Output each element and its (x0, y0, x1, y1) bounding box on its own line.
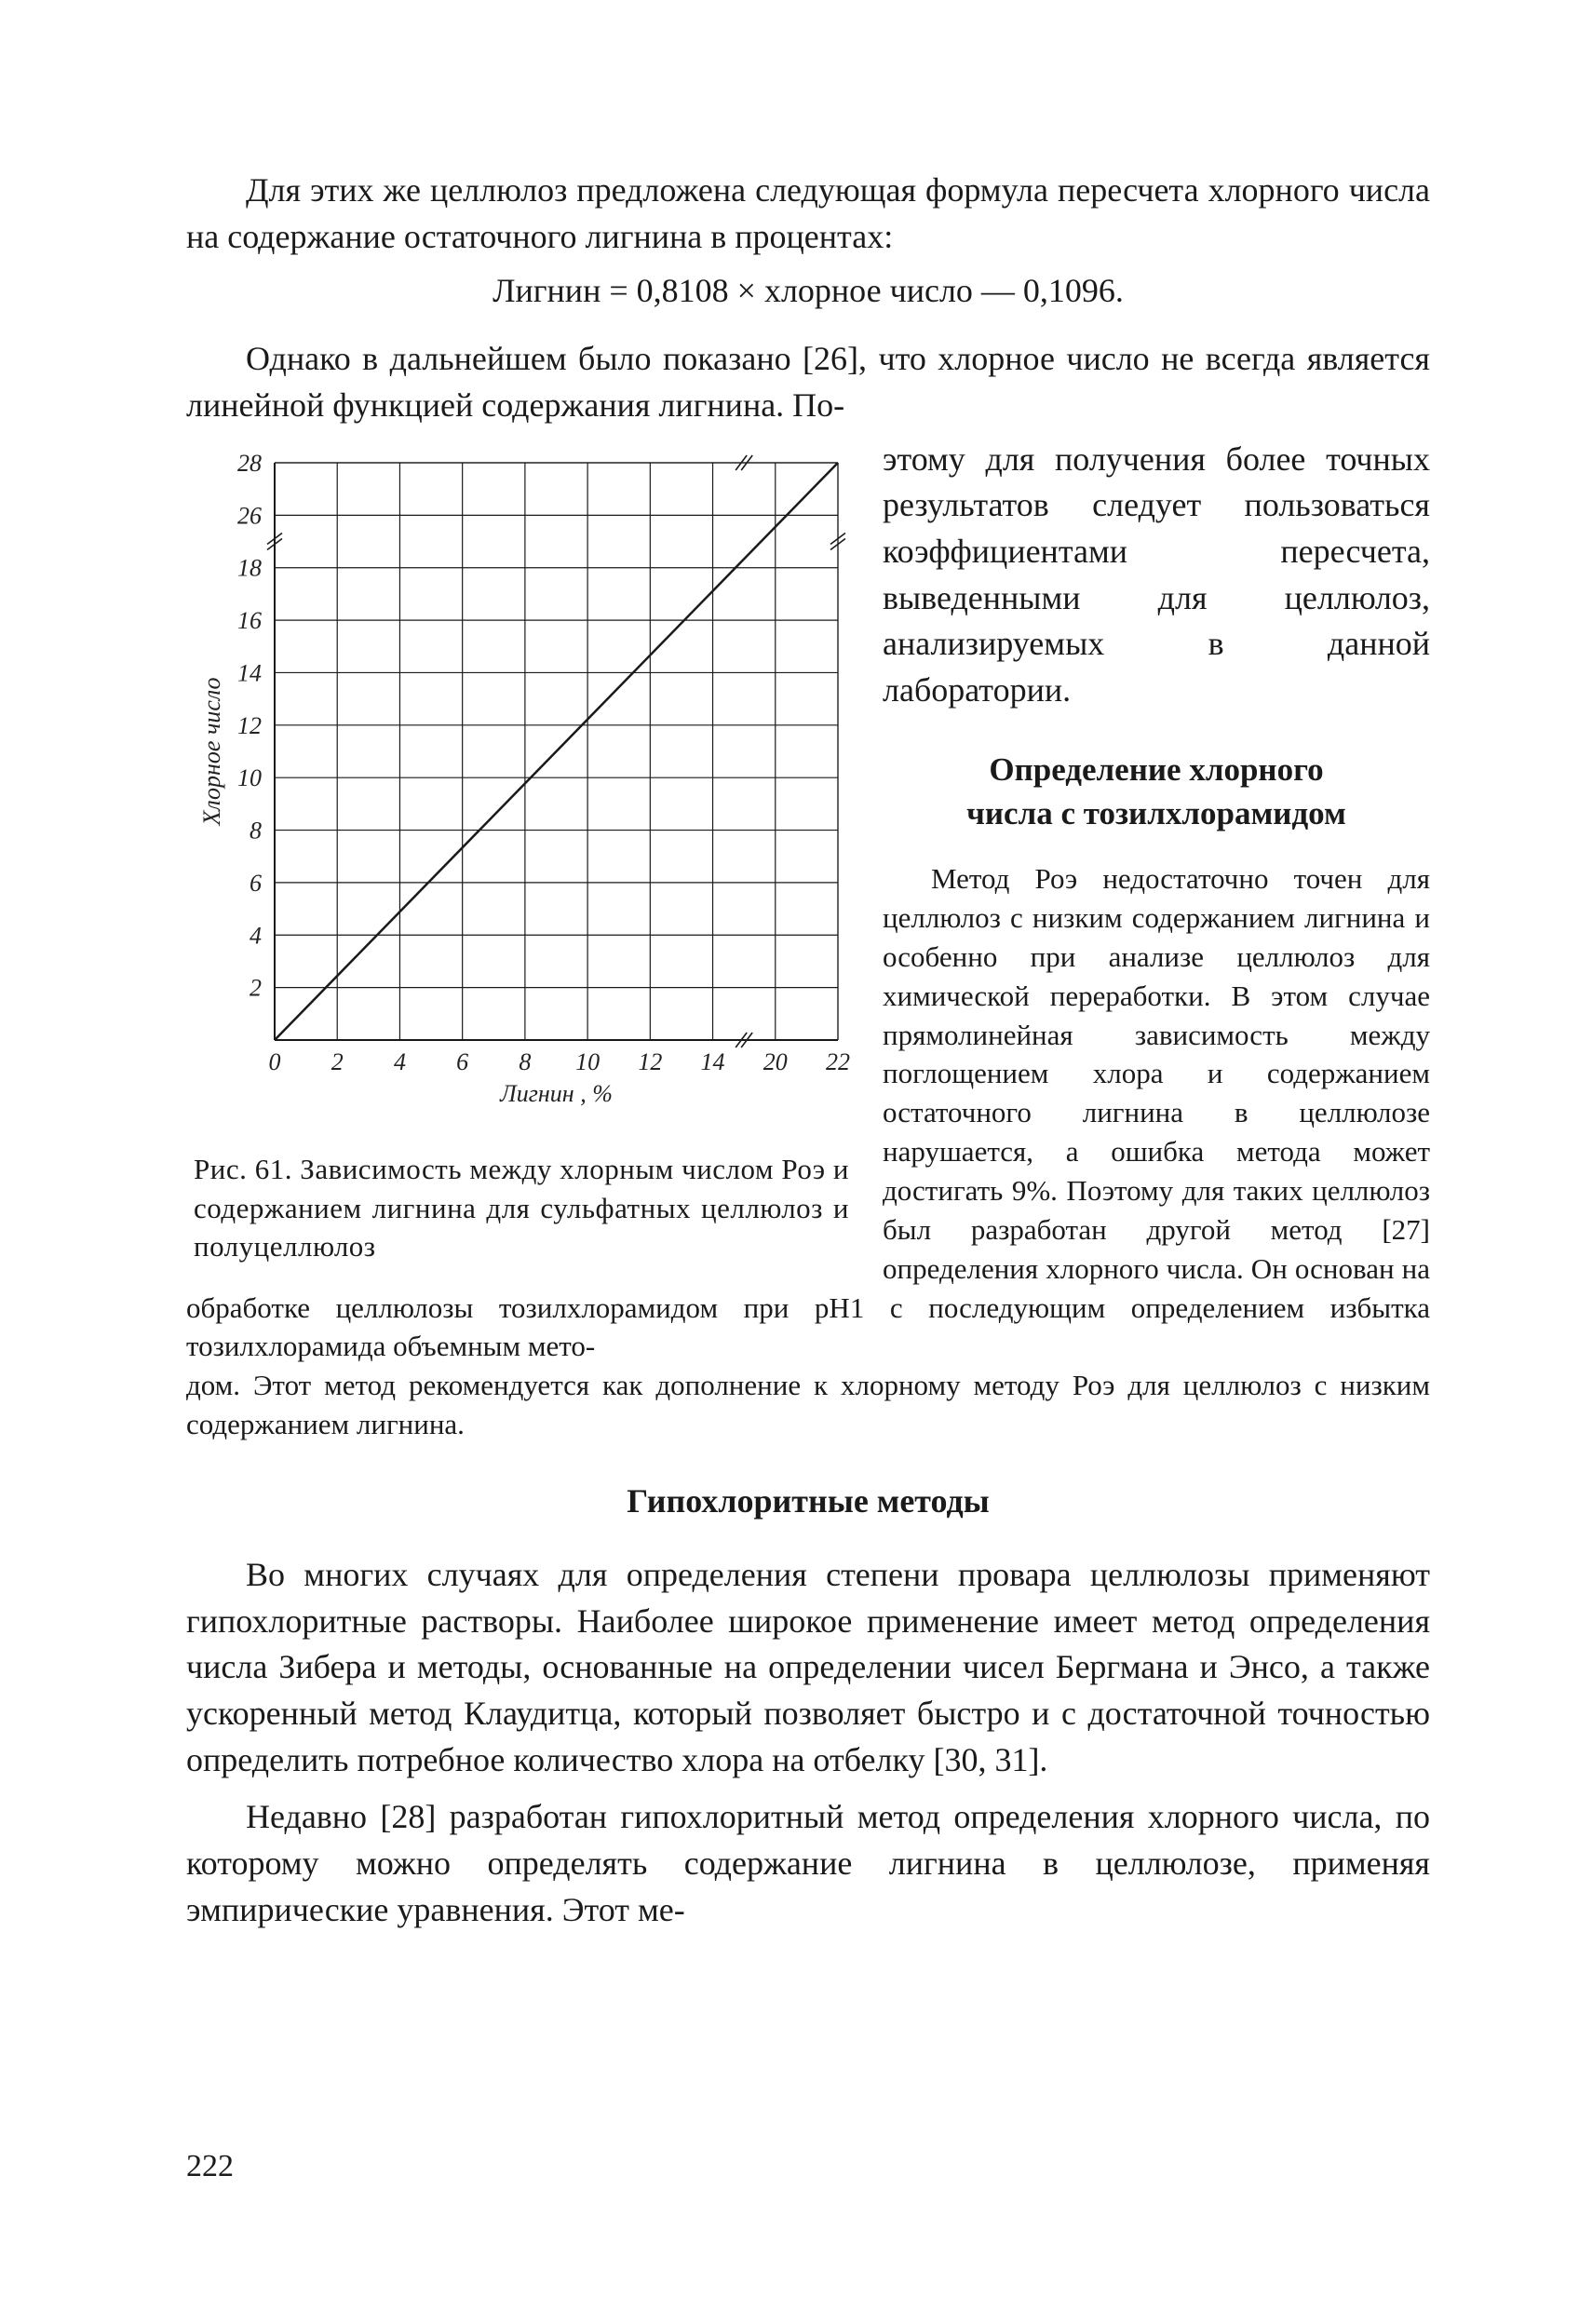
figure-caption: Рис. 61. Зависимость между хлорным число… (194, 1150, 849, 1267)
svg-text:10: 10 (575, 1048, 600, 1075)
svg-text:2: 2 (331, 1048, 344, 1075)
svg-text:12: 12 (638, 1048, 662, 1075)
svg-text:28: 28 (237, 450, 262, 477)
svg-text:22: 22 (826, 1048, 850, 1075)
chart: 024681012142022246810121416182628Лигнин … (186, 444, 857, 1133)
formula: Лигнин = 0,8108 × хлорное число — 0,1096… (186, 271, 1430, 310)
svg-text:20: 20 (763, 1048, 788, 1075)
page-number: 222 (186, 2149, 234, 2184)
svg-text:26: 26 (237, 502, 262, 529)
svg-text:2: 2 (250, 974, 262, 1001)
svg-text:6: 6 (456, 1048, 468, 1075)
heading-line: числа с тозилхлорамидом (966, 795, 1346, 831)
svg-text:14: 14 (701, 1048, 725, 1075)
paragraph: Во многих случаях для определения степен… (186, 1552, 1430, 1783)
svg-text:12: 12 (237, 712, 262, 739)
svg-text:8: 8 (519, 1048, 531, 1075)
page: Для этих же целлюлоз предложена следующа… (0, 0, 1579, 2324)
paragraph: Для этих же целлюлоз предложена следующа… (186, 168, 1430, 260)
svg-text:Хлорное число: Хлорное число (198, 677, 225, 826)
paragraph: Недавно [28] разработан гипохлоритный ме… (186, 1794, 1430, 1933)
figure-with-text-wrap: 024681012142022246810121416182628Лигнин … (186, 437, 1430, 1444)
svg-text:4: 4 (250, 922, 262, 949)
svg-text:Лигнин , %: Лигнин , % (499, 1080, 613, 1107)
svg-text:14: 14 (237, 659, 262, 686)
svg-text:4: 4 (394, 1048, 406, 1075)
figure-61: 024681012142022246810121416182628Лигнин … (186, 444, 857, 1267)
svg-text:0: 0 (269, 1048, 281, 1075)
paragraph-continuation: дом. Этот метод рекомендуется как дополн… (186, 1366, 1430, 1444)
section-heading: Гипохлоритные методы (186, 1481, 1430, 1520)
svg-text:8: 8 (250, 817, 262, 844)
svg-text:10: 10 (237, 764, 262, 791)
heading-line: Определение хлорного (989, 751, 1323, 788)
svg-text:6: 6 (250, 870, 262, 897)
paragraph: Однако в дальнейшем было показано [26], … (186, 336, 1430, 428)
svg-text:16: 16 (237, 607, 262, 634)
svg-text:18: 18 (237, 554, 262, 581)
